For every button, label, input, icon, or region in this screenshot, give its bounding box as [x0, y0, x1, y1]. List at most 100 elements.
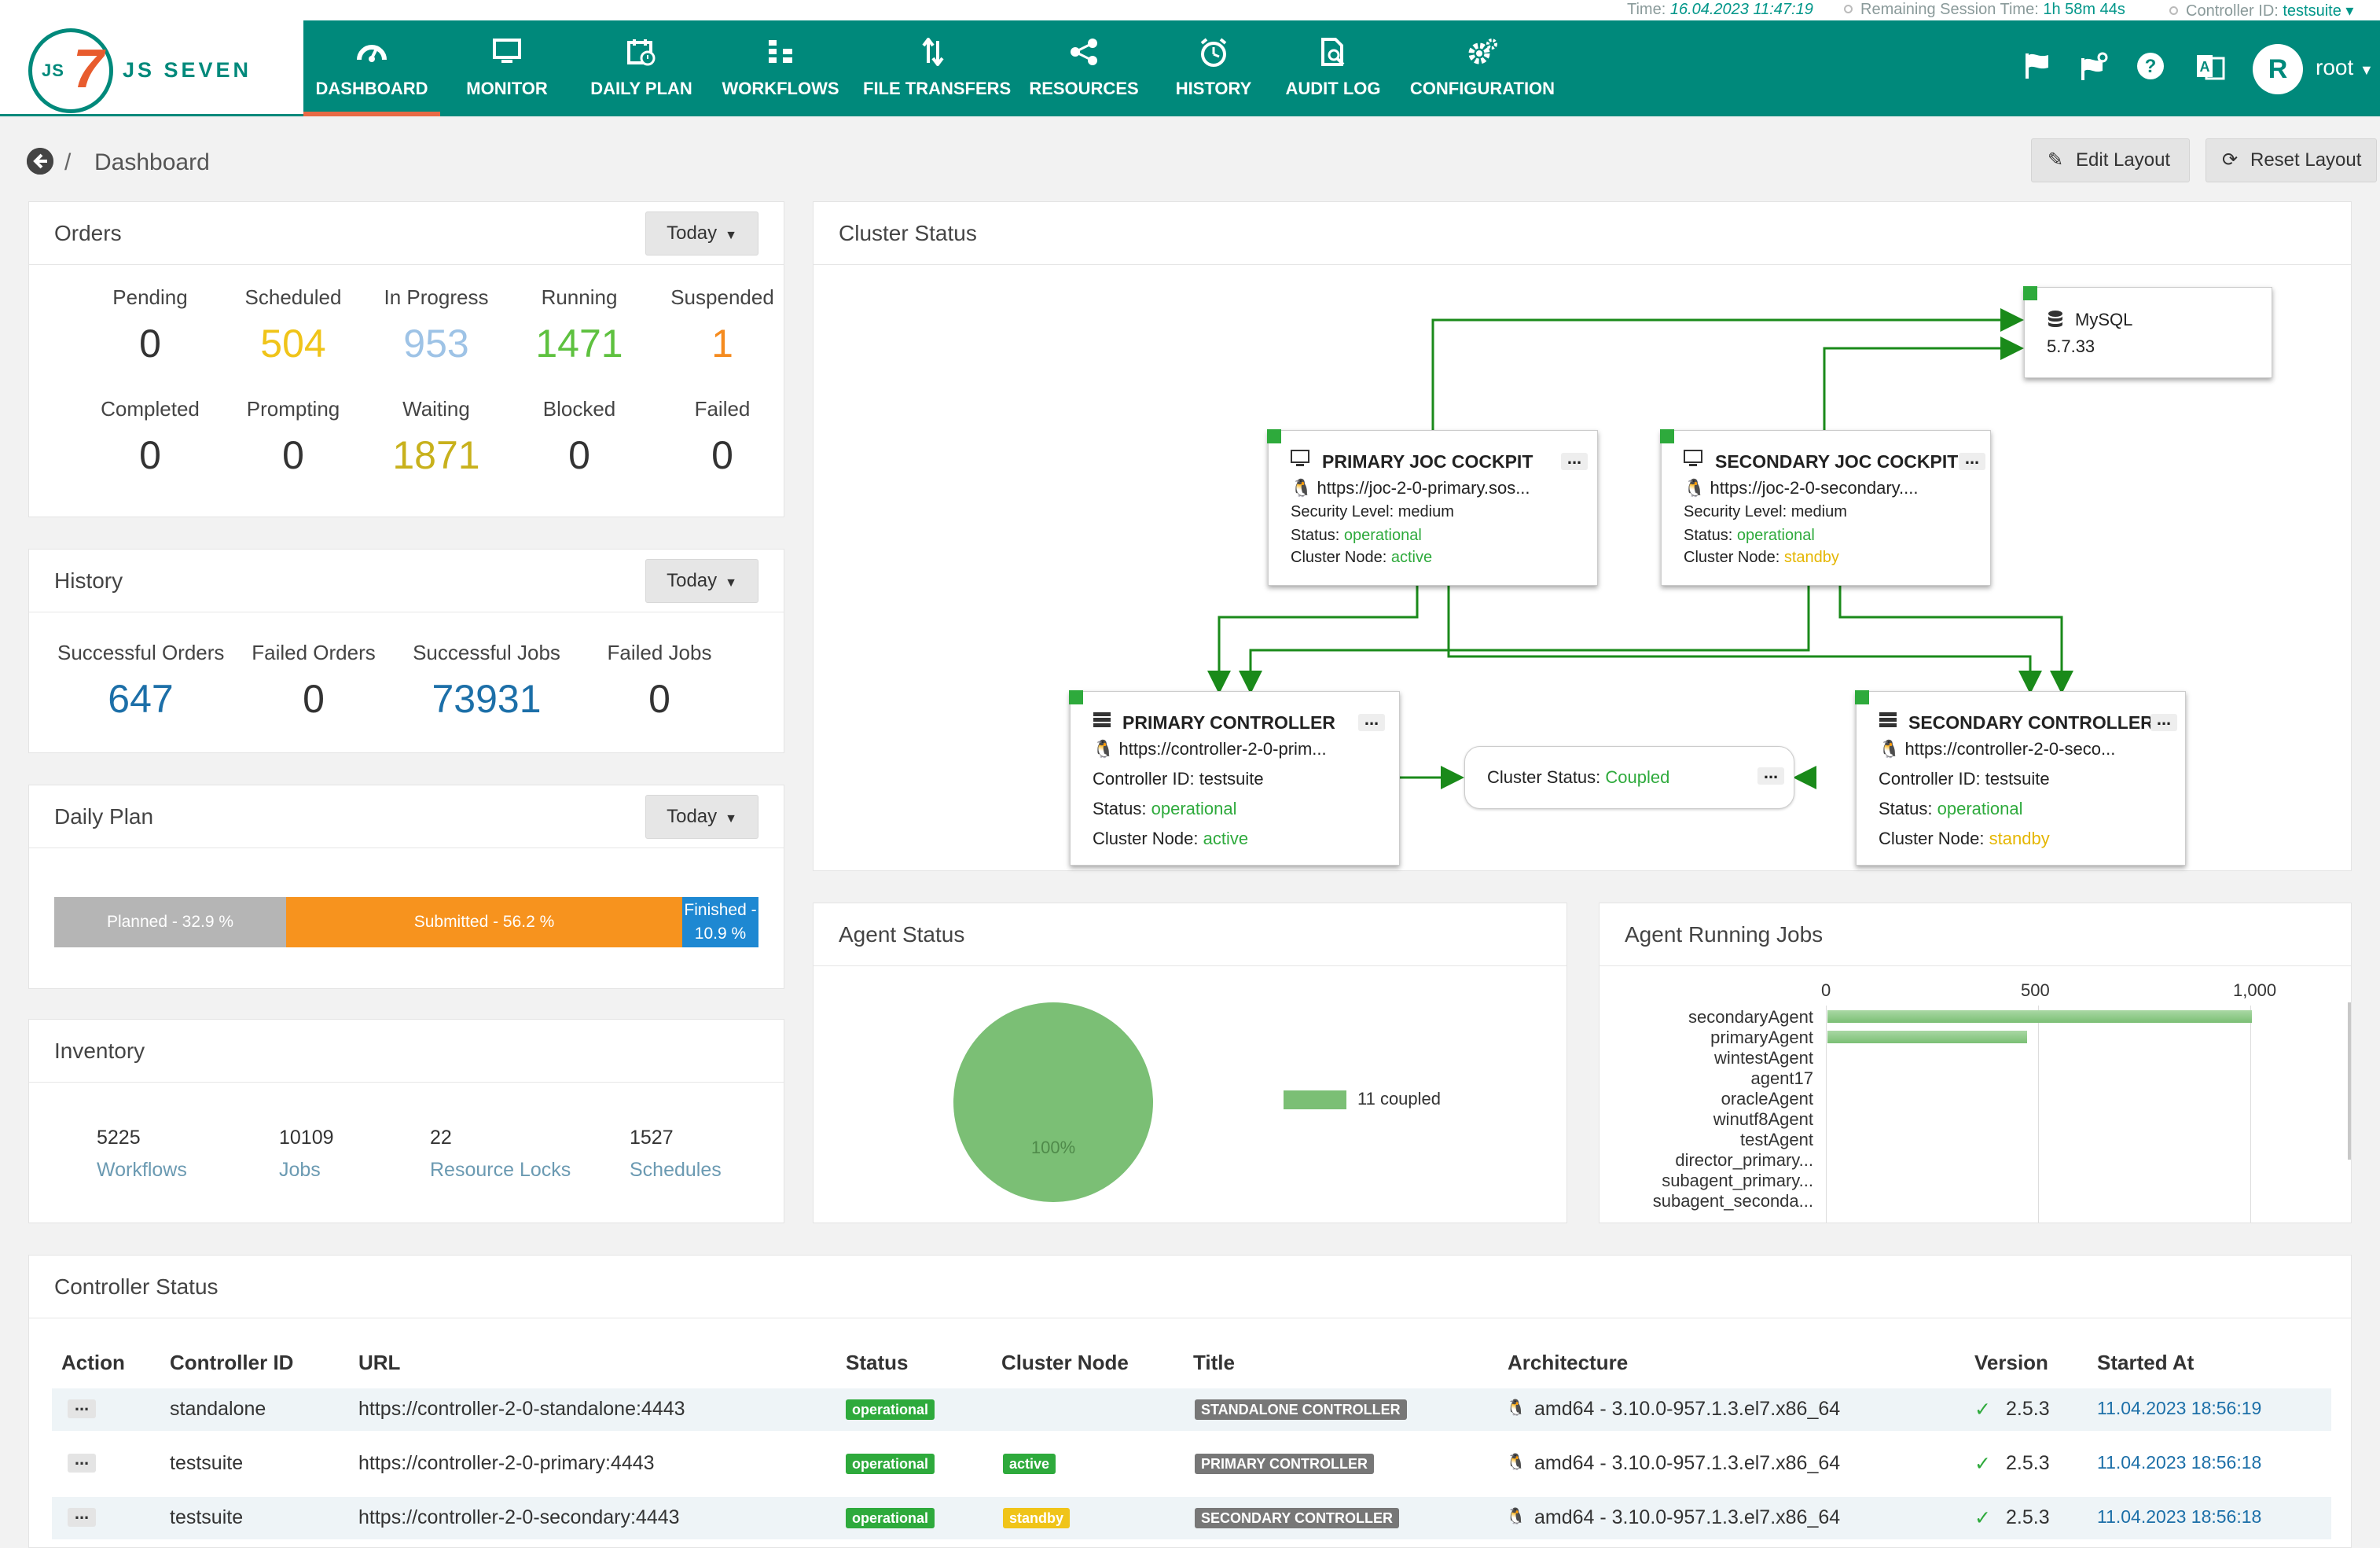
- row-actions-button[interactable]: ...: [68, 1505, 96, 1527]
- order-stat-prompting[interactable]: Prompting 0: [222, 397, 364, 478]
- secondary-controller-node[interactable]: SECONDARY CONTROLLER ... 🐧 https://contr…: [1855, 690, 2186, 866]
- table-row[interactable]: ... testsuite https://controller-2-0-secon…: [52, 1497, 2331, 1539]
- avatar[interactable]: R: [2253, 44, 2303, 94]
- scrollbar[interactable]: ▲ ▼: [2346, 974, 2351, 1223]
- primary-controller-node[interactable]: PRIMARY CONTROLLER ... 🐧 https://control…: [1069, 690, 1400, 866]
- url-cell[interactable]: https://controller-2-0-primary:4443: [358, 1452, 655, 1474]
- history-filter-dropdown[interactable]: Today ▼: [645, 559, 758, 603]
- order-stat-suspended[interactable]: Suspended 1: [652, 285, 793, 366]
- node-url: https://joc-2-0-primary.sos...: [1317, 478, 1530, 498]
- svg-text:A: A: [2200, 59, 2210, 75]
- help-icon[interactable]: ?: [2133, 52, 2168, 86]
- inventory-workflows[interactable]: 5225 Workflows: [97, 1127, 187, 1182]
- more-options-button[interactable]: ...: [1561, 450, 1588, 470]
- reset-layout-label: Reset Layout: [2250, 149, 2362, 171]
- orders-header: Orders Today ▼: [29, 202, 784, 265]
- bar-secondaryAgent[interactable]: [1827, 1010, 2252, 1023]
- column-header-architecture[interactable]: Architecture: [1508, 1351, 1629, 1374]
- more-options-button[interactable]: ...: [1358, 711, 1385, 731]
- column-header-started-at[interactable]: Started At: [2097, 1351, 2195, 1374]
- column-header-cluster-node[interactable]: Cluster Node: [1001, 1351, 1129, 1374]
- started-at-cell: 11.04.2023 18:56:19: [2097, 1398, 2262, 1418]
- version-cell: 2.5.3: [2006, 1398, 2050, 1420]
- order-stat-pending[interactable]: Pending 0: [79, 285, 221, 366]
- nav-label: DASHBOARD: [315, 79, 428, 98]
- y-category-label: agent17: [1750, 1068, 1813, 1088]
- stat-label: Completed: [101, 397, 200, 421]
- nav-daily-plan[interactable]: DAILY PLAN: [583, 20, 700, 116]
- history-filter-label: Today: [667, 570, 718, 591]
- security-row: Security Level: medium: [1291, 503, 1454, 520]
- back-arrow-icon[interactable]: [27, 148, 53, 175]
- history-stat-failed-jobs[interactable]: Failed Jobs 0: [576, 641, 743, 722]
- inventory-schedules[interactable]: 1527 Schedules: [630, 1127, 722, 1182]
- stat-value: 0: [282, 433, 304, 477]
- controller-id-selector[interactable]: Controller ID: testsuite ▾: [2169, 1, 2353, 20]
- edit-layout-button[interactable]: ✎ Edit Layout: [2031, 138, 2190, 182]
- x-tick-label: 500: [2021, 980, 2050, 1000]
- scroll-down-icon[interactable]: ▼: [2349, 1202, 2351, 1219]
- nav-dashboard[interactable]: DASHBOARD: [303, 20, 440, 116]
- column-header-url[interactable]: URL: [358, 1351, 401, 1374]
- scroll-up-icon[interactable]: ▲: [2349, 974, 2351, 991]
- daily-plan-filter-dropdown[interactable]: Today ▼: [645, 795, 758, 839]
- column-header-status[interactable]: Status: [846, 1351, 909, 1374]
- nav-monitor[interactable]: MONITOR: [457, 20, 556, 116]
- plan-segment-0[interactable]: Planned - 32.9 %: [54, 897, 286, 947]
- cluster-coupling-node[interactable]: Cluster Status: Coupled ...: [1464, 746, 1794, 809]
- node-url: https://joc-2-0-secondary....: [1710, 478, 1919, 498]
- nav-workflows[interactable]: WORKFLOWS: [722, 20, 839, 116]
- order-stat-blocked[interactable]: Blocked 0: [509, 397, 650, 478]
- column-header-action[interactable]: Action: [61, 1351, 125, 1374]
- server-icon: [1879, 711, 1897, 733]
- stat-value: 504: [260, 322, 326, 366]
- logo[interactable]: JS 7 JS SEVEN: [0, 20, 303, 116]
- order-stat-waiting[interactable]: Waiting 1871: [365, 397, 507, 478]
- url-cell[interactable]: https://controller-2-0-standalone:4443: [358, 1398, 685, 1420]
- url-cell[interactable]: https://controller-2-0-secondary:4443: [358, 1506, 680, 1528]
- inventory-resource-locks[interactable]: 22 Resource Locks: [430, 1127, 571, 1182]
- row-actions-button[interactable]: ...: [68, 1451, 96, 1473]
- reset-layout-button[interactable]: ⟳ Reset Layout: [2206, 138, 2377, 182]
- more-options-button[interactable]: ...: [1959, 450, 1985, 470]
- scrollbar-thumb[interactable]: [2348, 1002, 2351, 1160]
- nav-configuration[interactable]: CONFIGURATION: [1402, 20, 1563, 116]
- order-stat-scheduled[interactable]: Scheduled 504: [222, 285, 364, 366]
- order-stat-failed[interactable]: Failed 0: [652, 397, 793, 478]
- orders-filter-dropdown[interactable]: Today ▼: [645, 211, 758, 256]
- table-row[interactable]: ... standalone https://controller-2-0-stan…: [52, 1388, 2331, 1431]
- nav-label: CONFIGURATION: [1409, 79, 1555, 98]
- flag-gear-icon[interactable]: [2077, 52, 2111, 86]
- row-actions-button[interactable]: ...: [68, 1396, 96, 1418]
- order-stat-in-progress[interactable]: In Progress 953: [365, 285, 507, 366]
- history-stat-successful-jobs[interactable]: Successful Jobs 73931: [403, 641, 570, 722]
- agent-status-pie[interactable]: [953, 1002, 1153, 1202]
- order-stat-running[interactable]: Running 1471: [509, 285, 650, 366]
- nav-history[interactable]: HISTORY: [1166, 20, 1261, 116]
- flag-icon[interactable]: [2020, 52, 2055, 86]
- bar-primaryAgent[interactable]: [1827, 1031, 2027, 1043]
- node-url: https://controller-2-0-prim...: [1118, 739, 1327, 759]
- more-options-button[interactable]: ...: [1757, 764, 1784, 785]
- stat-value: 0: [648, 677, 670, 721]
- nav-audit-log[interactable]: AUDIT LOG: [1278, 20, 1388, 116]
- nav-resources[interactable]: RESOURCES: [1025, 20, 1143, 116]
- history-stat-failed-orders[interactable]: Failed Orders 0: [230, 641, 397, 722]
- plan-segment-2[interactable]: Finished - 10.9 %: [682, 897, 758, 947]
- order-stat-completed[interactable]: Completed 0: [79, 397, 221, 478]
- history-stat-successful-orders[interactable]: Successful Orders 647: [57, 641, 224, 722]
- language-icon[interactable]: A: [2193, 52, 2228, 86]
- column-header-title[interactable]: Title: [1193, 1351, 1235, 1374]
- column-header-version[interactable]: Version: [1974, 1351, 2048, 1374]
- inventory-title: Inventory: [54, 1039, 145, 1063]
- primary-joc-node[interactable]: PRIMARY JOC COCKPIT ... 🐧 https://joc-2-…: [1267, 429, 1598, 586]
- table-row[interactable]: ... testsuite https://controller-2-0-prima…: [52, 1443, 2331, 1485]
- nav-file-transfers[interactable]: FILE TRANSFERS: [863, 20, 1011, 116]
- inventory-jobs[interactable]: 10109 Jobs: [279, 1127, 334, 1182]
- user-menu[interactable]: root ▼: [2316, 55, 2374, 80]
- more-options-button[interactable]: ...: [2150, 711, 2177, 731]
- database-node[interactable]: MySQL 5.7.33: [2023, 286, 2272, 378]
- plan-segment-1[interactable]: Submitted - 56.2 %: [286, 897, 682, 947]
- secondary-joc-node[interactable]: SECONDARY JOC COCKPIT ... 🐧 https://joc-…: [1660, 429, 1991, 586]
- column-header-controller-id[interactable]: Controller ID: [170, 1351, 294, 1374]
